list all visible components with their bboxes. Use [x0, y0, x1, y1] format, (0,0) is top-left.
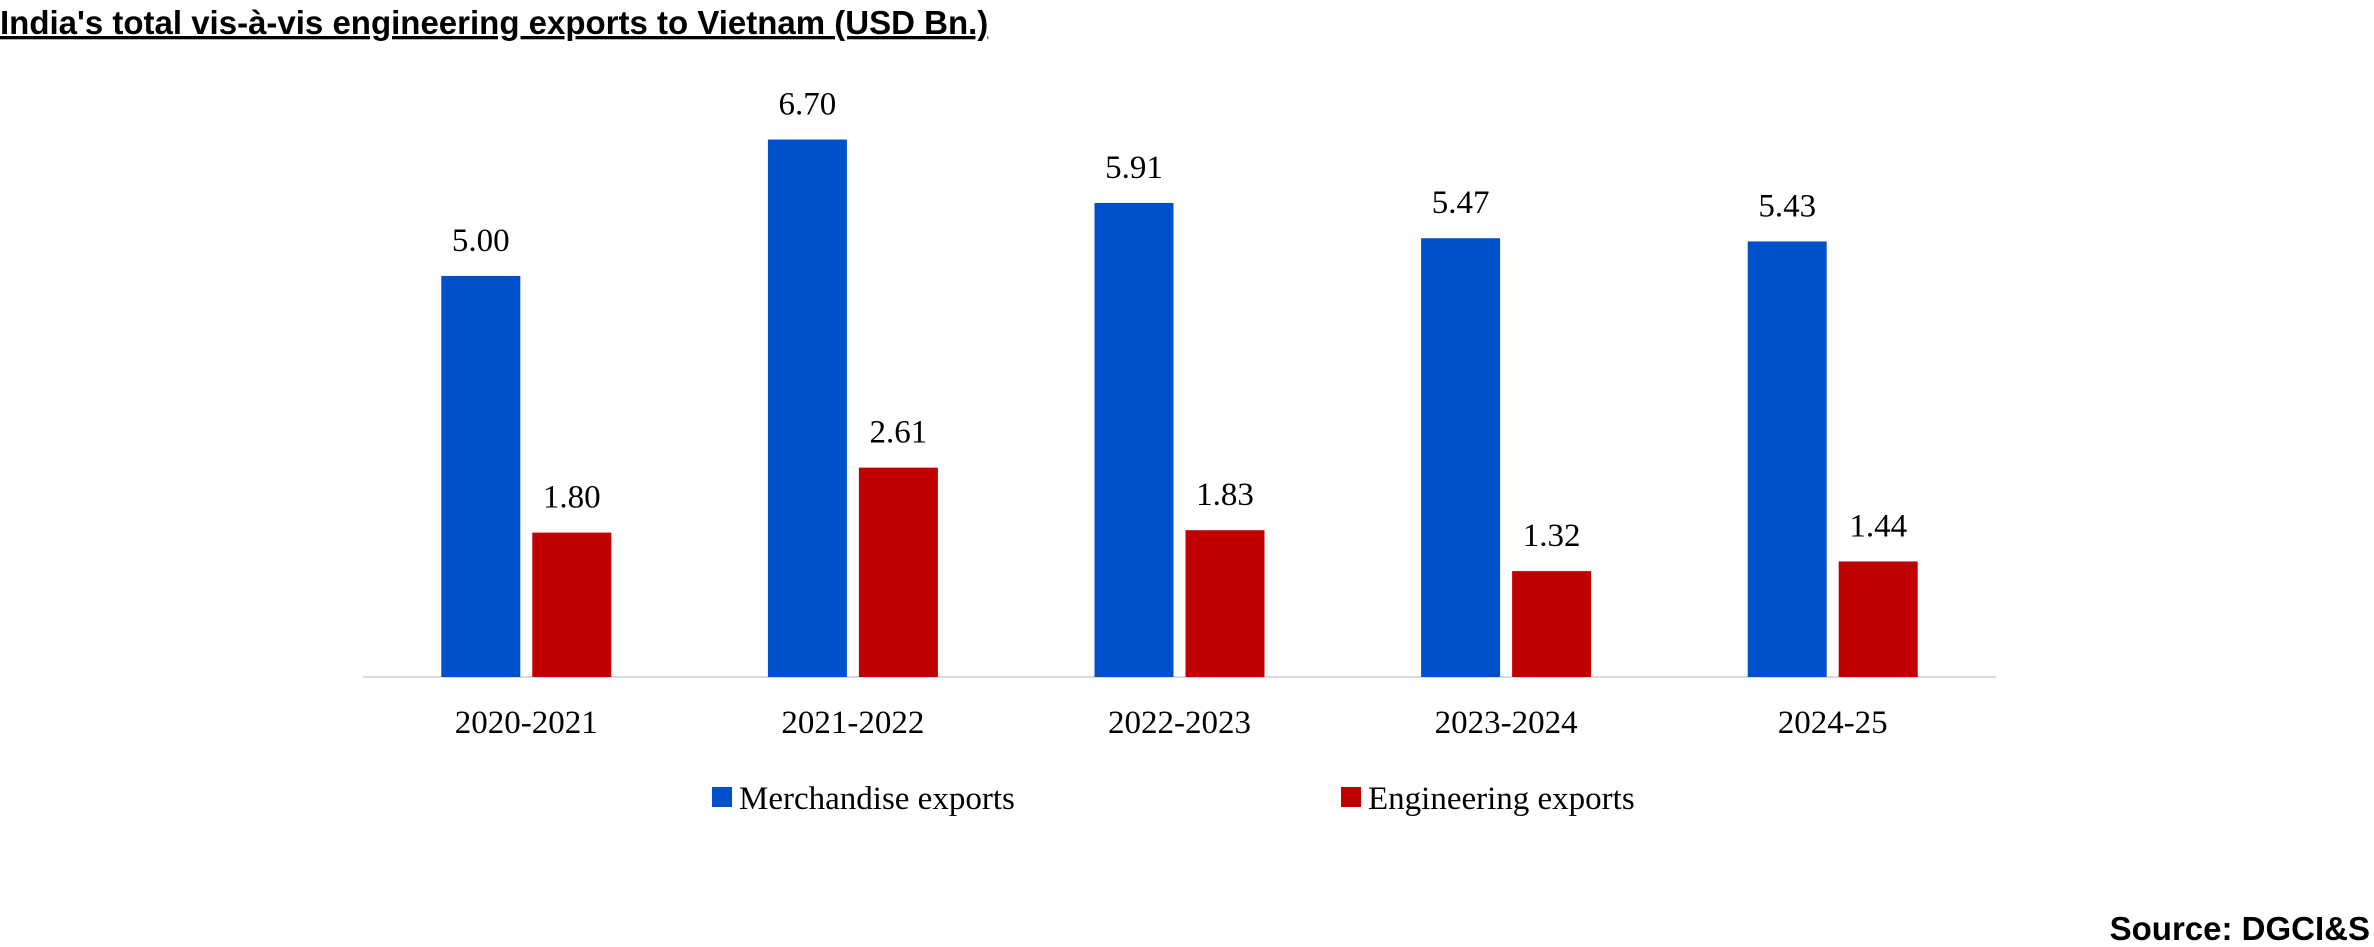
data-label: 2.61	[870, 415, 928, 451]
bar	[1421, 238, 1501, 678]
bar	[1838, 561, 1918, 677]
data-label: 1.44	[1849, 508, 1907, 544]
x-tick-label: 2024-25	[1778, 705, 1888, 741]
bar	[767, 139, 847, 678]
data-label: 1.83	[1196, 477, 1254, 513]
bar	[1185, 530, 1265, 677]
data-label: 1.32	[1523, 518, 1581, 554]
legend-swatch	[712, 787, 732, 807]
bar	[532, 532, 612, 677]
source-note: Source: DGCI&S	[2110, 910, 2370, 947]
data-label: 5.47	[1432, 185, 1490, 221]
data-label: 1.80	[543, 480, 601, 516]
x-tick-label: 2021-2022	[781, 705, 924, 741]
bar	[858, 467, 938, 677]
legend-swatch	[1341, 787, 1361, 807]
bar	[1512, 571, 1592, 677]
legend-label: Engineering exports	[1368, 781, 1635, 817]
chart-title: India's total vis-à-vis engineering expo…	[0, 4, 988, 41]
x-tick-label: 2023-2024	[1435, 705, 1578, 741]
x-tick-label: 2022-2023	[1108, 705, 1251, 741]
data-label: 6.70	[779, 87, 837, 123]
data-label: 5.43	[1758, 188, 1816, 224]
x-tick-label: 2020-2021	[455, 705, 598, 741]
bar	[441, 275, 521, 677]
data-label: 5.91	[1105, 150, 1163, 186]
legend-label: Merchandise exports	[739, 781, 1015, 817]
bar	[1747, 241, 1827, 677]
data-label: 5.00	[452, 223, 510, 259]
bar	[1094, 202, 1174, 677]
